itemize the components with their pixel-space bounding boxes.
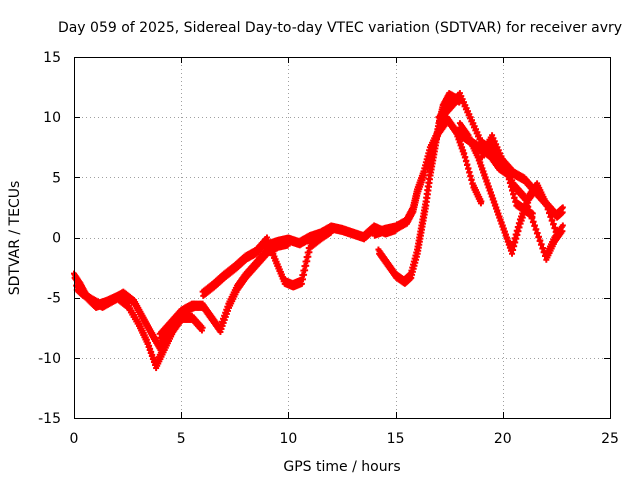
data-point bbox=[559, 228, 566, 235]
data-point bbox=[299, 276, 306, 283]
series-track bbox=[71, 270, 206, 372]
data-point bbox=[218, 325, 225, 332]
data-point bbox=[529, 210, 536, 217]
data-point bbox=[478, 198, 485, 205]
data-point bbox=[217, 328, 224, 335]
data-point bbox=[510, 246, 517, 253]
data-point bbox=[559, 222, 566, 229]
series-track bbox=[73, 282, 198, 354]
y-tick-label: 5 bbox=[52, 170, 61, 186]
x-tick-label: 25 bbox=[601, 431, 619, 447]
data-points bbox=[71, 90, 566, 372]
data-point bbox=[298, 280, 305, 287]
x-tick-labels: 0 5 10 15 20 25 bbox=[70, 431, 619, 447]
data-point bbox=[219, 322, 226, 329]
data-point bbox=[514, 231, 521, 238]
data-point bbox=[199, 324, 206, 331]
series-track bbox=[456, 120, 560, 257]
axis-ticks bbox=[74, 57, 611, 419]
x-tick-label: 0 bbox=[70, 431, 79, 447]
data-point bbox=[222, 313, 229, 320]
x-axis-label: GPS time / hours bbox=[283, 459, 400, 475]
series-track bbox=[156, 238, 292, 341]
data-point bbox=[516, 224, 523, 231]
series-track bbox=[371, 114, 485, 239]
x-tick-label: 20 bbox=[494, 431, 512, 447]
y-axis-label: SDTVAR / TECUs bbox=[7, 181, 23, 296]
y-tick-label: -15 bbox=[38, 411, 61, 427]
y-tick-label: 15 bbox=[43, 50, 61, 66]
x-tick-label: 15 bbox=[387, 431, 405, 447]
y-tick-label: 0 bbox=[52, 231, 61, 247]
y-tick-label: -5 bbox=[47, 291, 61, 307]
data-point bbox=[302, 267, 309, 274]
data-point bbox=[306, 249, 313, 256]
series-track bbox=[375, 90, 463, 287]
data-point bbox=[221, 316, 228, 323]
data-point bbox=[519, 214, 526, 221]
data-point bbox=[301, 271, 308, 278]
data-point bbox=[305, 253, 312, 260]
data-point bbox=[304, 258, 311, 265]
data-point bbox=[224, 307, 231, 314]
x-tick-label: 5 bbox=[177, 431, 186, 447]
data-point bbox=[518, 217, 525, 224]
data-point bbox=[223, 310, 230, 317]
data-point bbox=[220, 319, 227, 326]
data-point bbox=[303, 262, 310, 269]
y-tick-label: 10 bbox=[43, 110, 61, 126]
data-point bbox=[517, 220, 524, 227]
data-point bbox=[515, 228, 522, 235]
y-tick-label: -10 bbox=[38, 351, 61, 367]
data-point bbox=[559, 204, 566, 211]
series-track bbox=[452, 126, 536, 220]
data-point bbox=[509, 250, 516, 257]
y-tick-labels: -15 -10 -5 0 5 10 15 bbox=[38, 50, 61, 427]
data-point bbox=[511, 243, 518, 250]
x-tick-label: 10 bbox=[279, 431, 297, 447]
chart-title: Day 059 of 2025, Sidereal Day-to-day VTE… bbox=[58, 20, 622, 36]
data-point bbox=[512, 239, 519, 246]
data-point bbox=[513, 235, 520, 242]
grid-lines bbox=[74, 57, 610, 418]
